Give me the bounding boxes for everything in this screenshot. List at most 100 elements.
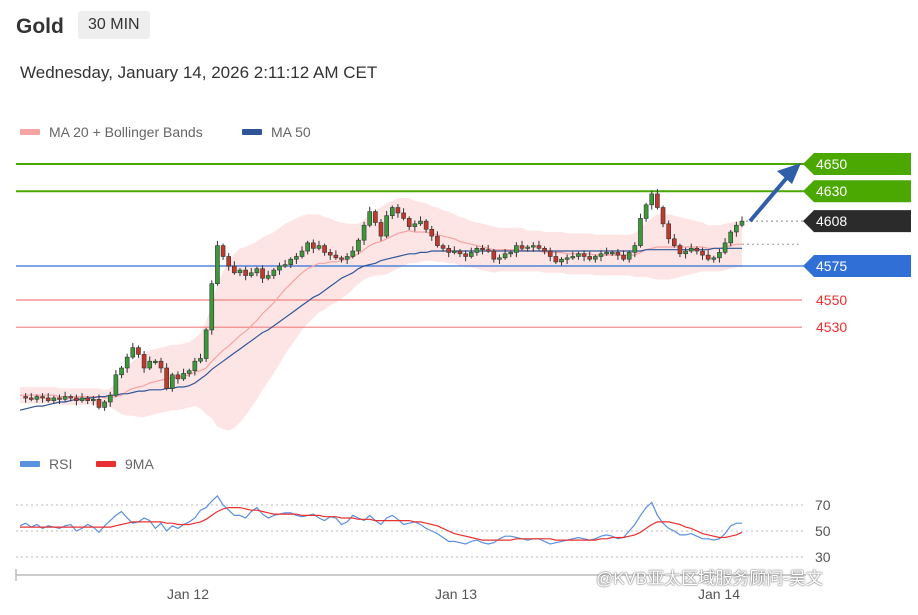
candle: [446, 244, 451, 258]
candle: [722, 238, 728, 255]
candle-body: [186, 370, 192, 374]
rsi-9ma-line: [20, 507, 743, 541]
candle-body: [547, 250, 553, 257]
candle-body: [361, 224, 367, 241]
candle-body: [28, 397, 34, 400]
candle: [226, 253, 232, 271]
candle-body: [587, 256, 593, 260]
candle: [452, 246, 457, 255]
candle: [429, 225, 435, 241]
candle-body: [480, 248, 485, 251]
candle-body: [57, 397, 62, 400]
candle-body: [119, 367, 124, 376]
candle: [102, 399, 107, 411]
candle: [463, 250, 468, 262]
level-label-4650: 4650: [816, 156, 847, 172]
candle-body: [649, 193, 655, 206]
candle: [113, 370, 119, 398]
candle-body: [728, 231, 734, 244]
rsi-line: [19, 494, 742, 545]
candle: [711, 255, 717, 263]
candle-body: [525, 246, 530, 249]
rsi-tick-70: 70: [815, 497, 831, 513]
candle: [564, 254, 570, 264]
candle-body: [615, 252, 621, 256]
candle-body: [570, 256, 576, 259]
candle: [672, 234, 677, 248]
level-label-4608: 4608: [816, 213, 847, 229]
x-tick-label: Jan 13: [435, 586, 477, 602]
candle: [45, 393, 51, 403]
candle: [621, 250, 626, 262]
candle-body: [260, 268, 265, 279]
candle: [181, 368, 186, 381]
candle-body: [711, 257, 717, 260]
ma9-legend-label: 9MA: [125, 456, 154, 472]
candle-body: [373, 211, 378, 223]
candle-body: [440, 245, 446, 249]
candle: [215, 240, 220, 286]
candle: [34, 394, 40, 403]
candle-body: [632, 245, 638, 253]
candle: [542, 246, 547, 255]
candle-body: [378, 222, 384, 237]
candle-body: [220, 245, 226, 257]
candle-body: [395, 207, 401, 214]
candle: [643, 202, 649, 222]
candle-body: [68, 396, 74, 399]
candle-body: [643, 204, 649, 219]
candle-body: [717, 252, 722, 259]
candle-body: [598, 253, 604, 257]
candle: [305, 240, 310, 255]
candle-body: [322, 245, 327, 253]
candle: [333, 250, 339, 260]
level-label-4575: 4575: [816, 258, 847, 274]
candle: [344, 253, 350, 264]
candle-body: [406, 218, 412, 227]
candle-body: [305, 242, 310, 252]
candle-body: [91, 398, 96, 402]
candle: [389, 205, 395, 220]
candle: [739, 216, 745, 228]
level-tag-4575: [803, 255, 911, 277]
candle-body: [282, 264, 288, 267]
candle: [373, 209, 378, 226]
candle-body: [243, 269, 248, 276]
candle: [57, 394, 62, 405]
rsi-tick-30: 30: [815, 549, 831, 565]
candle-body: [683, 250, 688, 255]
candle: [655, 189, 660, 210]
candle: [124, 353, 130, 373]
price-levels: 4650 4630 4608 4575 4550 4530: [16, 153, 911, 335]
legend-ma50: MA 50: [242, 124, 311, 140]
candle-body: [660, 207, 666, 225]
candle: [254, 266, 260, 277]
candle: [666, 220, 671, 244]
candle: [158, 357, 164, 373]
ma50-swatch: [242, 129, 262, 135]
candle-body: [147, 360, 153, 369]
candle-body: [277, 265, 282, 271]
candle-body: [102, 401, 107, 408]
candle: [638, 213, 643, 248]
candle: [28, 393, 34, 402]
candle: [203, 327, 209, 362]
candle-body: [638, 218, 643, 246]
candle-body: [491, 250, 497, 260]
candle: [147, 356, 153, 371]
candle-body: [232, 265, 237, 274]
candle-body: [74, 397, 79, 401]
candle-body: [655, 193, 660, 208]
candle-body: [45, 397, 51, 401]
ma20-legend-label: MA 20 + Bollinger Bands: [49, 124, 203, 140]
candle-body: [536, 245, 542, 249]
candle-body: [85, 397, 90, 401]
watermark-text: @KVB亚太区域服务顾问-吴文: [596, 569, 823, 588]
ma50-legend-label: MA 50: [271, 124, 311, 140]
timeframe-badge[interactable]: 30 MIN: [78, 11, 150, 39]
candle: [288, 257, 294, 269]
candle-body: [288, 258, 294, 265]
candle: [91, 395, 96, 406]
candle: [547, 247, 553, 262]
